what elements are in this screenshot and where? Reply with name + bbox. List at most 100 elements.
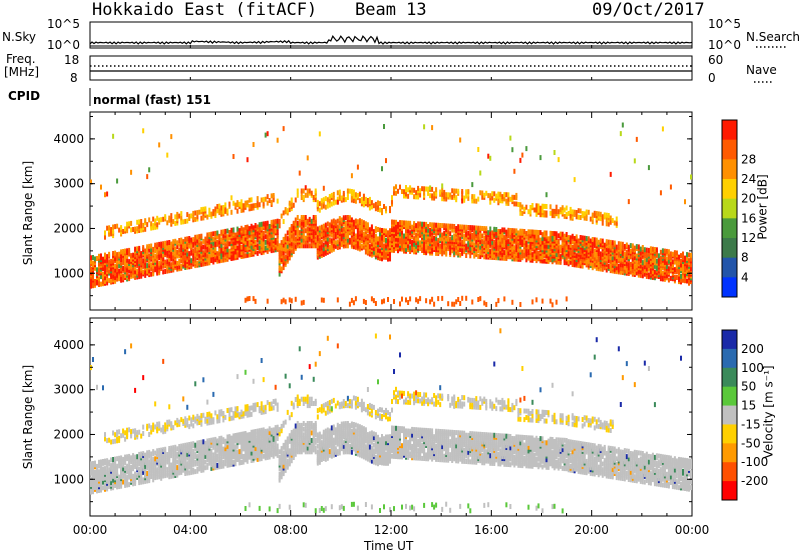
data-cell: [130, 169, 133, 175]
data-cell: [338, 240, 341, 246]
data-cell: [517, 247, 520, 253]
data-cell: [124, 454, 127, 460]
data-cell: [383, 298, 386, 304]
data-cell: [142, 258, 145, 264]
data-cell: [154, 456, 157, 462]
data-cell: [270, 193, 273, 199]
data-cell: [449, 236, 452, 242]
data-cell: [529, 205, 532, 210]
data-cell: [525, 204, 528, 210]
data-cell: [607, 247, 610, 253]
data-cell: [260, 197, 263, 203]
data-cell: [226, 253, 229, 258]
data-cell: [395, 184, 398, 190]
data-cell: [356, 239, 359, 245]
data-cell: [122, 479, 125, 485]
data-cell: [609, 219, 612, 225]
data-cell: [134, 428, 137, 434]
data-cell: [497, 251, 500, 257]
data-cell: [220, 205, 223, 211]
data-cell: [567, 210, 570, 216]
data-cell: [360, 236, 363, 242]
noise-right-tick-bottom: 10^0: [708, 38, 741, 52]
data-cell: [686, 263, 689, 269]
data-cell: [571, 245, 574, 250]
data-cell: [322, 223, 325, 229]
data-cell: [190, 250, 193, 256]
data-cell: [686, 278, 689, 284]
data-cell: [521, 228, 524, 234]
data-cell: [206, 253, 209, 259]
colorbar-tick-label: 28: [741, 152, 756, 166]
data-cell: [154, 424, 157, 430]
data-cell: [415, 243, 418, 249]
data-cell: [360, 197, 363, 202]
data-cell: [158, 245, 161, 251]
data-cell: [467, 189, 470, 195]
data-cell: [537, 235, 540, 241]
data-cell: [194, 216, 197, 222]
data-cell: [601, 238, 604, 244]
data-cell: [154, 267, 157, 273]
data-cell: [399, 220, 402, 226]
data-cell: [671, 263, 674, 269]
data-cell: [134, 462, 137, 468]
data-cell: [591, 212, 594, 218]
data-cell: [356, 223, 359, 228]
data-cell: [407, 220, 410, 226]
data-cell: [637, 244, 640, 250]
data-cell: [188, 251, 191, 257]
data-cell: [112, 251, 115, 256]
data-cell: [244, 297, 247, 303]
data-cell: [126, 454, 129, 460]
data-cell: [495, 230, 498, 236]
data-cell: [338, 216, 341, 222]
data-cell: [395, 219, 398, 225]
data-cell: [489, 249, 492, 255]
data-cell: [535, 203, 538, 209]
data-cell: [172, 239, 175, 245]
data-cell: [391, 219, 394, 225]
data-cell: [178, 241, 181, 247]
data-cell: [108, 251, 111, 257]
data-cell: [188, 236, 191, 241]
data-cell: [192, 237, 195, 243]
data-cell: [368, 227, 371, 233]
noise-left-label: N.Sky: [2, 30, 37, 44]
data-cell: [118, 268, 121, 274]
data-cell: [397, 242, 400, 248]
data-cell: [90, 277, 93, 283]
data-cell: [248, 197, 251, 203]
data-cell: [352, 240, 355, 246]
data-cell: [104, 234, 107, 240]
data-cell: [162, 216, 165, 222]
data-cell: [328, 202, 331, 208]
data-cell: [455, 195, 458, 201]
data-cell: [142, 269, 145, 275]
data-cell: [96, 280, 99, 286]
data-cell: [533, 248, 536, 254]
cpid-mode: normal (fast) 151: [93, 93, 211, 107]
data-cell: [411, 224, 414, 230]
data-cell: [405, 297, 408, 303]
data-cell: [146, 222, 149, 228]
data-cell: [577, 238, 580, 244]
data-cell: [469, 245, 472, 251]
data-cell: [156, 215, 159, 221]
data-cell: [306, 192, 309, 198]
data-cell: [401, 242, 404, 248]
data-cell: [374, 233, 377, 239]
data-cell: [401, 233, 404, 239]
data-cell: [102, 485, 105, 491]
data-cell: [212, 209, 215, 215]
data-cell: [589, 251, 592, 257]
data-cell: [593, 252, 596, 258]
data-cell: [122, 249, 125, 254]
data-cell: [613, 266, 616, 272]
data-cell: [174, 246, 177, 252]
data-cell: [690, 252, 693, 258]
data-cell: [501, 194, 504, 200]
data-cell: [611, 218, 614, 223]
data-cell: [322, 297, 325, 303]
colorbar-segment: [722, 218, 737, 239]
